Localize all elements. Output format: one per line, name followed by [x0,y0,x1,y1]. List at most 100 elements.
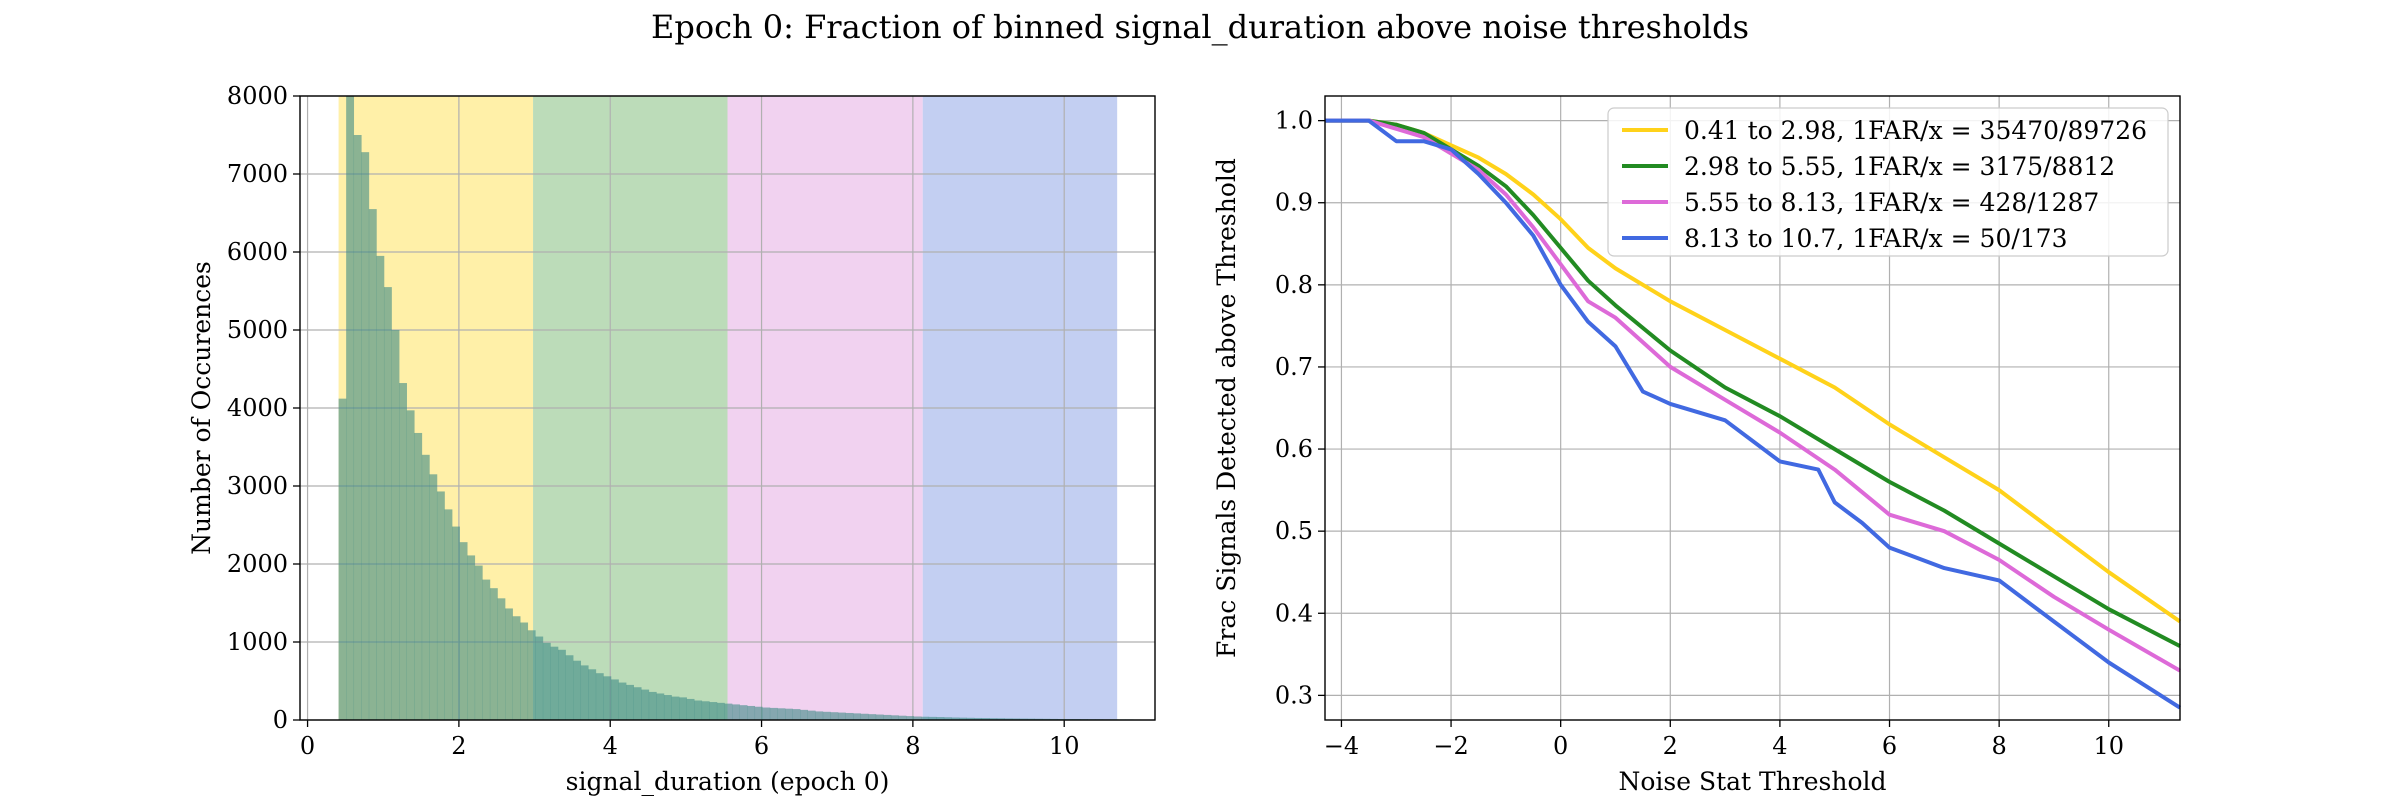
histogram-bar [436,491,445,720]
histogram-bar [845,712,854,720]
histogram-bar [626,684,634,720]
histogram-bar [444,509,453,720]
y-tick-label: 0.5 [1275,517,1313,545]
histogram-bar [906,716,914,720]
y-tick-label: 1.0 [1275,107,1313,135]
x-tick-label: 2 [451,732,466,760]
histogram-bar [807,710,816,720]
y-tick-label: 0.9 [1275,189,1313,217]
histogram-bar [853,713,861,720]
histogram-bar [520,622,529,720]
histogram-bar [656,693,665,720]
histogram-bar [618,682,627,720]
histogram-bar [966,717,975,720]
y-tick-label: 8000 [227,82,288,110]
histogram-bar [883,714,892,720]
histogram-bar [951,717,960,720]
histogram-bar [785,708,793,720]
y-tick-label: 0.7 [1275,353,1313,381]
histogram-bar [505,608,513,720]
histogram-bar [739,705,748,720]
histogram-bar [535,636,544,720]
histogram-bar [959,717,967,720]
y-tick-label: 0.8 [1275,271,1313,299]
y-tick-label: 1000 [227,628,288,656]
histogram-bar [558,649,566,720]
histogram-bar [913,716,922,720]
y-tick-label: 4000 [227,394,288,422]
y-axis-label: Frac Signals Detected above Threshold [1212,158,1241,658]
histogram-bar [361,152,370,720]
histogram-bar [595,673,604,720]
threshold-line-chart: −4 −2 0 2 4 6 8 10 0.3 0.4 0.5 0.6 0.7 0.8 0.9 1.0 Noise… [1212,95,2182,796]
histogram-bar [724,703,733,720]
histogram-bar [996,718,1005,720]
x-tick-label: 8 [1991,732,2006,760]
y-tick-label: 0 [273,706,288,734]
histogram-bar [860,713,869,720]
histogram-bar [580,665,589,720]
histogram-bar [391,330,400,720]
histogram-bar [603,676,612,720]
histogram-bar [527,630,536,720]
histogram-bar [769,707,778,720]
axes-frame [299,95,1156,721]
histogram-bar [943,717,952,720]
histogram-bar [875,714,884,720]
histogram-bar [701,701,710,720]
histogram-bar [648,691,657,720]
x-tick-label: −4 [1324,732,1359,760]
legend: 0.41 to 2.98, 1FAR/x = 35470/89726 2.98 t… [1607,107,2169,257]
legend-box [1607,107,2169,257]
y-tick-label: 3000 [227,472,288,500]
histogram-bar [709,702,718,720]
histogram-bar [1011,718,1020,720]
histogram-bar [641,689,650,720]
histogram-bar [716,702,725,720]
histogram-bar [573,660,582,720]
histogram-bar [497,598,506,720]
histogram-bar [981,718,990,720]
histogram-bar [489,588,498,720]
histogram-bar [346,96,355,720]
histogram-bar [921,716,930,720]
y-tick-label: 0.6 [1275,435,1313,463]
histogram-chart: 0 2 4 6 8 10 0 1000 2000 3000 4000 5000 6000 7000 8000… [187,82,1156,796]
x-tick-label: 6 [1882,732,1897,760]
histogram-bar [694,700,703,720]
histogram-bar [792,709,801,720]
histogram-bar [565,655,574,720]
histogram-bar [747,705,756,720]
histogram-bar [679,697,687,720]
legend-label: 0.41 to 2.98, 1FAR/x = 35470/89726 [1684,116,2147,145]
histogram-bar [542,642,551,720]
histogram-bar [928,716,937,720]
histogram-bar [338,398,347,720]
x-tick-label: 0 [300,732,315,760]
x-tick-label: 2 [1663,732,1678,760]
y-tick-label: 0.3 [1275,681,1313,709]
histogram-bar [777,708,786,720]
histogram-bar [610,679,619,720]
series-line [1325,118,2182,710]
histogram-bar [815,711,824,720]
x-tick-label: 4 [603,732,618,760]
y-tick-label: 5000 [227,316,288,344]
x-tick-label: −2 [1433,732,1468,760]
histogram-bar [550,646,559,720]
histogram-bar [383,287,392,720]
histogram-bar [353,135,362,720]
histogram-bar [868,714,877,720]
histogram-bar [671,696,680,720]
histogram-bar [633,687,642,720]
y-tick-label: 2000 [227,550,288,578]
series-line [1325,118,2181,648]
y-tick-label: 0.4 [1275,599,1313,627]
histogram-bar [588,669,597,720]
y-tick-label: 6000 [227,238,288,266]
histogram-bar [762,707,771,720]
x-tick-label: 10 [1049,732,1080,760]
x-axis-label: Noise Stat Threshold [1618,767,1886,796]
histogram-bar [512,616,521,720]
